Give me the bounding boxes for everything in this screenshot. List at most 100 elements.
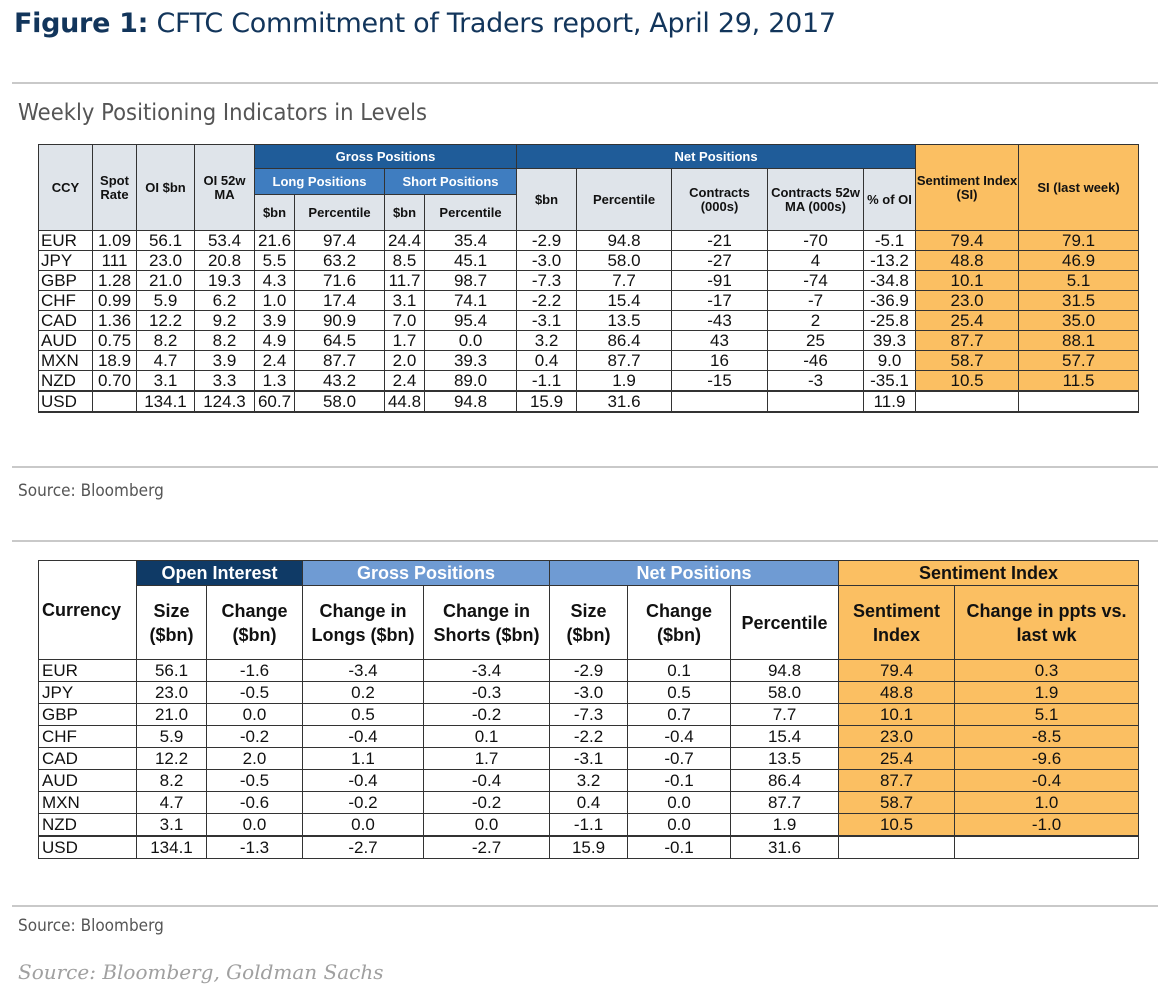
value-cell — [954, 835, 1140, 859]
value-cell: 58.0 — [730, 681, 840, 704]
value-cell: 111 — [92, 250, 137, 271]
header-net-size: Size ($bn) — [549, 585, 629, 660]
value-cell: 20.8 — [194, 250, 255, 271]
value-cell — [671, 390, 769, 413]
value-cell: 98.7 — [423, 270, 518, 291]
value-cell: 56.1 — [136, 230, 195, 251]
value-cell: 48.8 — [838, 681, 956, 704]
value-cell: 87.7 — [294, 350, 385, 371]
currency-cell: EUR — [38, 659, 137, 682]
value-cell: 19.3 — [194, 270, 255, 291]
table-row: GBP 21.0 0.0 0.5 -0.2 -7.3 0.7 7.7 10.1 5.1 — [38, 703, 1140, 726]
table-row: GBP 1.28 21.0 19.3 4.3 71.6 11.7 98.7 -7.3 7.7 -91… — [38, 270, 1140, 291]
table-row: AUD 0.75 8.2 8.2 4.9 64.5 1.7 0.0 3.2 86.4 43 25 39.… — [38, 330, 1140, 351]
value-cell: 58.7 — [915, 350, 1020, 371]
value-cell: 0.70 — [92, 370, 137, 392]
value-cell: 43 — [671, 330, 769, 351]
value-cell: 10.5 — [838, 813, 956, 837]
value-cell — [92, 390, 137, 413]
currency-cell: JPY — [38, 250, 93, 271]
value-cell: -0.7 — [627, 747, 732, 770]
currency-cell: EUR — [38, 230, 93, 251]
divider — [12, 540, 1158, 542]
value-cell: 0.2 — [302, 681, 424, 704]
value-cell: -15 — [671, 370, 769, 392]
currency-cell: CHF — [38, 290, 93, 311]
value-cell: 31.6 — [730, 835, 840, 859]
value-cell: -0.2 — [206, 725, 303, 748]
value-cell: 0.75 — [92, 330, 137, 351]
figure-title: Figure 1: CFTC Commitment of Traders rep… — [14, 8, 836, 39]
figure-title-text: CFTC Commitment of Traders report, April… — [156, 8, 836, 39]
value-cell: 79.1 — [1018, 230, 1140, 251]
header-open-interest: Open Interest — [136, 560, 303, 586]
value-cell: 23.0 — [136, 681, 207, 704]
value-cell: 79.4 — [838, 659, 956, 682]
table-row: JPY 23.0 -0.5 0.2 -0.3 -3.0 0.5 58.0 48.8 1.9 — [38, 681, 1140, 704]
value-cell: -0.4 — [302, 725, 424, 748]
header-short-positions: Short Positions — [383, 168, 518, 195]
value-cell: 3.9 — [254, 310, 295, 331]
value-cell: -3.1 — [516, 310, 578, 331]
currency-cell: CAD — [38, 310, 93, 331]
value-cell: 1.9 — [954, 681, 1140, 704]
table1-subtitle: Weekly Positioning Indicators in Levels — [18, 100, 428, 126]
header-gross-positions: Gross Positions — [253, 144, 518, 169]
value-cell: 2.0 — [206, 747, 303, 770]
header-contracts: Contracts (000s) — [671, 168, 769, 231]
currency-cell: USD — [38, 390, 93, 413]
value-cell: 0.5 — [302, 703, 424, 726]
value-cell: -2.2 — [549, 725, 629, 748]
header-long-sbn: $bn — [254, 194, 295, 231]
value-cell: -9.6 — [954, 747, 1140, 770]
currency-cell: AUD — [38, 330, 93, 351]
table-row: AUD 8.2 -0.5 -0.4 -0.4 3.2 -0.1 86.4 87.7 -0.4 — [38, 769, 1140, 792]
value-cell: 16 — [671, 350, 769, 371]
value-cell: 5.9 — [136, 290, 195, 311]
value-cell: -3.0 — [549, 681, 629, 704]
value-cell: -5.1 — [863, 230, 917, 251]
value-cell: 11.7 — [384, 270, 425, 291]
value-cell: 0.0 — [302, 813, 424, 837]
value-cell: 25.4 — [838, 747, 956, 770]
value-cell: -1.3 — [206, 835, 303, 859]
value-cell: 10.1 — [838, 703, 956, 726]
value-cell: 39.3 — [423, 350, 518, 371]
header-short-percentile: Percentile — [423, 194, 518, 231]
value-cell: -36.9 — [863, 290, 917, 311]
value-cell: 4.3 — [254, 270, 295, 291]
header-oi: OI $bn — [136, 144, 195, 231]
value-cell: 3.9 — [194, 350, 255, 371]
value-cell: 1.36 — [92, 310, 137, 331]
value-cell: 4.7 — [136, 350, 195, 371]
header-change-shorts: Change in Shorts ($bn) — [422, 585, 551, 660]
value-cell: -0.2 — [422, 703, 551, 726]
figure-label: Figure 1: — [14, 8, 149, 39]
value-cell: -0.1 — [627, 835, 732, 859]
value-cell: -1.0 — [954, 813, 1140, 837]
value-cell: -3.4 — [302, 659, 424, 682]
value-cell: 0.7 — [627, 703, 732, 726]
value-cell: 21.0 — [136, 703, 207, 726]
value-cell: 6.2 — [194, 290, 255, 311]
value-cell: -0.5 — [206, 681, 303, 704]
value-cell: -74 — [767, 270, 865, 291]
value-cell: 60.7 — [254, 390, 295, 413]
value-cell: 57.7 — [1018, 350, 1140, 371]
value-cell: 1.0 — [254, 290, 295, 311]
value-cell: 1.28 — [92, 270, 137, 291]
header-size: Size ($bn) — [136, 585, 207, 660]
currency-cell: CAD — [38, 747, 137, 770]
value-cell: 74.1 — [423, 290, 518, 311]
value-cell: 39.3 — [863, 330, 917, 351]
currency-cell: MXN — [38, 350, 93, 371]
header-sentiment-index: Sentiment Index — [838, 560, 1140, 586]
divider — [12, 466, 1158, 468]
value-cell: 63.2 — [294, 250, 385, 271]
value-cell: 5.1 — [954, 703, 1140, 726]
value-cell: -35.1 — [863, 370, 917, 392]
value-cell — [767, 390, 865, 413]
value-cell: 35.4 — [423, 230, 518, 251]
value-cell: 2.0 — [384, 350, 425, 371]
value-cell: 87.7 — [576, 350, 673, 371]
